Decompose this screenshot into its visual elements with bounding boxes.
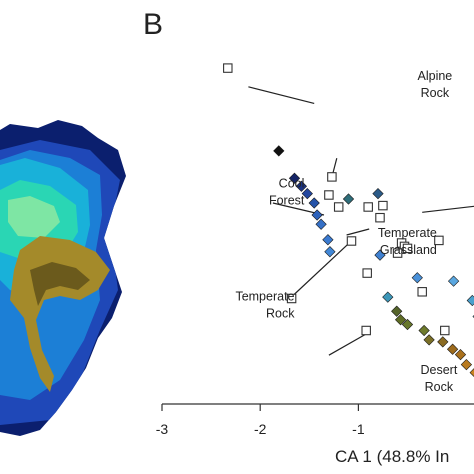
annotation-4: Temperate Grassland — [378, 226, 437, 257]
annotation-5: Temperate Rock — [235, 290, 295, 321]
open-square-point-7 — [375, 212, 385, 223]
annotation-line: Temperate — [378, 226, 437, 240]
diamond-point-4 — [301, 187, 313, 200]
diamond-point-11 — [372, 187, 384, 200]
diamond-point-3 — [295, 180, 308, 192]
annotation-leaders — [248, 86, 474, 356]
diamond-point-26 — [460, 358, 473, 371]
leader-line-8 — [422, 205, 474, 213]
diamond-point-6 — [311, 209, 323, 221]
x-tick-label: -2 — [254, 421, 267, 437]
point-annotations: AlpineRockAlpine Scrub& MeadowCoolForest… — [235, 69, 457, 394]
diamond-point-14 — [382, 291, 394, 303]
diamond-point-12 — [374, 249, 386, 261]
open-square-point-1 — [223, 63, 233, 73]
diamond-point-23 — [437, 336, 449, 348]
diamond-point-25 — [454, 348, 467, 361]
leader-line-1 — [248, 86, 315, 104]
diamond-point-20 — [401, 318, 414, 331]
open-square-point-11 — [392, 248, 403, 258]
open-square-point-6 — [378, 200, 388, 211]
annotation-line: Cool — [279, 177, 305, 191]
leader-line-5 — [287, 243, 349, 301]
annotation-line: Desert — [420, 363, 457, 377]
diamond-point-8 — [322, 234, 334, 246]
annotation-1: Alpine Rock — [418, 69, 453, 100]
diamond-point-1 — [273, 145, 285, 157]
annotation-line: Temperate — [235, 290, 294, 304]
annotation-line: Rock — [425, 380, 454, 394]
map-zone-valley-dark — [30, 262, 90, 306]
open-square-point-16 — [286, 293, 297, 304]
open-square-point-2 — [327, 172, 337, 182]
diamond-point-7 — [315, 218, 327, 230]
diamond-point-5 — [308, 197, 320, 209]
x-axis-title: CA 1 (48.8% In — [335, 447, 449, 466]
x-axis-ticks: -3 -2 -1 — [156, 404, 365, 437]
diamond-point-24 — [446, 343, 459, 355]
open-square-point-10 — [402, 243, 413, 254]
open-square-point-18 — [440, 325, 450, 336]
diamond-point-10 — [342, 193, 355, 205]
panel-letter: B — [143, 8, 163, 41]
diamond-point-19 — [394, 314, 407, 326]
map-zone-mint — [8, 196, 60, 238]
annotation-3: Cool Forest — [269, 177, 305, 208]
open-square-point-15 — [417, 287, 427, 297]
leader-line-4 — [346, 228, 370, 236]
annotation-line: Rock — [421, 86, 450, 100]
diamond-point-13 — [411, 272, 423, 284]
open-square-point-13 — [434, 235, 444, 246]
annotation-line: Grassland — [380, 243, 437, 257]
x-tick-label: -1 — [352, 421, 365, 437]
leader-line-6 — [328, 333, 366, 356]
annotation-line: Forest — [269, 194, 305, 208]
diamond-point-21 — [418, 324, 430, 337]
open-square-point-4 — [333, 202, 344, 212]
open-square-point-3 — [324, 190, 334, 200]
open-square-point-14 — [362, 268, 372, 278]
diamond-point-16 — [466, 294, 474, 307]
diamond-point-9 — [324, 246, 336, 258]
leader-line-2 — [332, 158, 338, 174]
diamond-point-27 — [469, 368, 474, 378]
annotation-6: Desert Rock — [420, 363, 457, 394]
diamond-point-22 — [423, 334, 435, 346]
open-square-point-5 — [363, 202, 373, 212]
diamond-point-15 — [447, 275, 460, 287]
plot-markers — [223, 63, 474, 378]
annotation-line: Rock — [266, 307, 295, 321]
open-square-point-12 — [346, 236, 357, 246]
x-tick-label: -3 — [156, 421, 169, 437]
diamond-point-18 — [391, 305, 403, 317]
terrain-map — [0, 120, 126, 436]
annotation-line: Alpine — [418, 69, 453, 83]
diamond-point-2 — [288, 172, 301, 184]
open-square-point-17 — [361, 325, 371, 336]
